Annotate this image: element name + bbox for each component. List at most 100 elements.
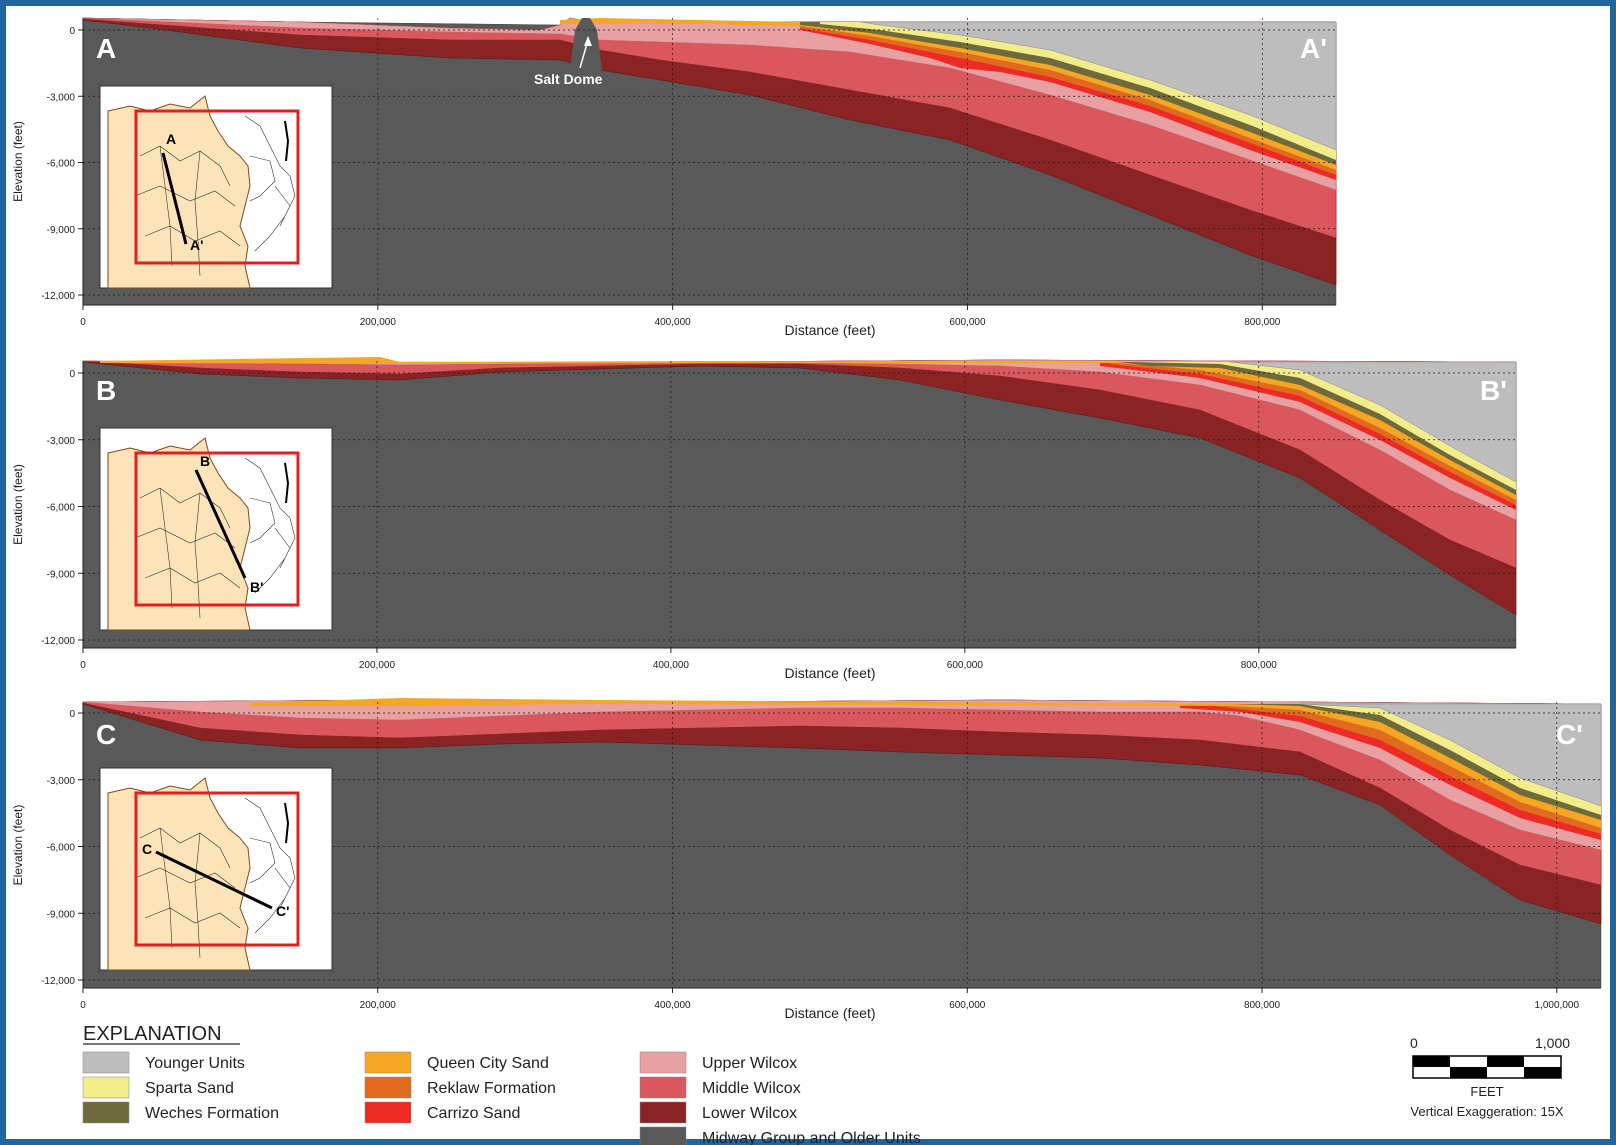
section-a-end-label: A' <box>1300 33 1327 64</box>
y-tick-label: -9,000 <box>47 225 76 236</box>
section-b-location-inset: B B' <box>99 427 333 631</box>
section-panel-c: 0 -3,000 -6,000 -9,000 -12,000 0 200,000 400,00… <box>11 698 1602 1021</box>
inset-county-lines <box>244 115 296 252</box>
legend-swatch <box>639 1126 687 1145</box>
x-tick-label: 1,000,000 <box>1535 1000 1580 1011</box>
inset-label-a-start: A <box>166 131 176 147</box>
section-b-end-label: B' <box>1480 375 1507 406</box>
inset-study-area-box <box>134 109 300 265</box>
x-tick-label: 800,000 <box>1244 1000 1281 1011</box>
layer-younger-b <box>1229 361 1517 483</box>
inset-study-area-box <box>134 791 300 947</box>
inset-label-a-end: A' <box>190 237 203 253</box>
y-tick-label: -6,000 <box>47 159 76 170</box>
scale-bar: 0 1,000 FEET Vertical Exaggeration: 15X <box>1410 1035 1570 1119</box>
section-c-layers <box>82 698 1602 989</box>
legend-label: Weches Formation <box>145 1105 279 1122</box>
inset-state-area <box>107 95 251 289</box>
x-tick-label: 0 <box>80 660 86 671</box>
legend-label: Upper Wilcox <box>702 1055 797 1072</box>
legend-swatch <box>82 1076 130 1099</box>
legend-label: Middle Wilcox <box>702 1080 801 1097</box>
inset-river-line <box>284 802 290 844</box>
x-tick-label: 600,000 <box>949 317 986 328</box>
inset-river-line <box>284 120 290 162</box>
section-c-end-label: C' <box>1556 719 1583 750</box>
section-a-location-inset: A A' <box>99 85 333 289</box>
inset-study-area-box <box>134 451 300 607</box>
legend-swatch <box>82 1101 130 1124</box>
legend-swatch <box>639 1076 687 1099</box>
inset-county-grid <box>134 145 241 277</box>
legend-swatch <box>364 1051 412 1074</box>
legend-swatch <box>639 1051 687 1074</box>
x-axis-title: Distance (feet) <box>784 1005 875 1021</box>
x-tick-label: 400,000 <box>653 660 690 671</box>
salt-dome-arrow-head <box>584 36 592 46</box>
y-tick-label: -12,000 <box>41 636 75 647</box>
legend-swatch <box>364 1101 412 1124</box>
y-tick-label: -12,000 <box>41 291 75 302</box>
inset-label-b-start: B <box>200 453 210 469</box>
section-b-layers <box>82 357 1517 649</box>
scale-bar-segment <box>1487 1056 1524 1067</box>
section-c-gridlines <box>83 702 1601 988</box>
inset-section-line-a <box>161 152 188 245</box>
x-tick-label: 800,000 <box>1244 317 1281 328</box>
x-tick-label: 600,000 <box>947 660 984 671</box>
x-tick-label: 400,000 <box>654 1000 691 1011</box>
scale-bar-right-label: 1,000 <box>1535 1035 1570 1051</box>
layer-younger-a <box>859 21 1337 151</box>
legend-label: Queen City Sand <box>427 1055 549 1072</box>
section-panel-a: 0 -3,000 -6,000 -9,000 -12,000 0 200,000 400,00… <box>11 17 1337 338</box>
inset-county-lines <box>244 797 296 934</box>
inset-label-c-start: C <box>142 841 152 857</box>
legend-swatch <box>364 1076 412 1099</box>
scale-bar-unit: FEET <box>1470 1084 1503 1099</box>
section-a-layers <box>82 17 1337 306</box>
section-a-axes: 0 -3,000 -6,000 -9,000 -12,000 0 200,000 400,00… <box>11 18 1336 338</box>
legend-items: Younger Units Sparta Sand Weches Formation… <box>82 1051 921 1145</box>
x-tick-label: 800,000 <box>1241 660 1278 671</box>
y-tick-label: -12,000 <box>41 976 75 987</box>
y-tick-label: -6,000 <box>47 503 76 514</box>
legend-label: Lower Wilcox <box>702 1105 797 1122</box>
y-tick-label: 0 <box>69 709 75 720</box>
y-tick-label: -9,000 <box>47 569 76 580</box>
y-tick-label: -3,000 <box>47 776 76 787</box>
legend-label: Younger Units <box>145 1055 245 1072</box>
section-a-start-label: A <box>96 33 116 64</box>
y-tick-label: 0 <box>69 26 75 37</box>
y-tick-label: 0 <box>69 369 75 380</box>
inset-county-lines <box>244 457 296 594</box>
vertical-exaggeration-note: Vertical Exaggeration: 15X <box>1410 1104 1564 1119</box>
explanation-legend: EXPLANATION Younger Units Sparta Sand Wech… <box>82 1023 921 1145</box>
inset-section-line-c <box>155 850 273 910</box>
x-tick-label: 200,000 <box>359 660 396 671</box>
section-b-gridlines <box>83 361 1516 648</box>
y-tick-label: -9,000 <box>47 909 76 920</box>
section-c-start-label: C <box>96 719 116 750</box>
scale-bar-left-label: 0 <box>1410 1035 1418 1051</box>
section-b-start-label: B <box>96 375 116 406</box>
y-axis-title: Elevation (feet) <box>11 805 25 886</box>
inset-label-c-end: C' <box>276 903 289 919</box>
inset-section-line-b <box>194 469 247 579</box>
inset-label-b-end: B' <box>250 579 263 595</box>
inset-county-grid <box>134 487 241 619</box>
inset-county-grid <box>134 827 241 959</box>
x-tick-label: 200,000 <box>360 1000 397 1011</box>
y-tick-label: -3,000 <box>47 92 76 103</box>
y-tick-label: -6,000 <box>47 843 76 854</box>
section-a-gridlines <box>83 18 1336 305</box>
legend-swatch <box>639 1101 687 1124</box>
layer-younger-c <box>1299 703 1602 807</box>
section-c-location-inset: C C' <box>99 767 333 971</box>
legend-label: Carrizo Sand <box>427 1105 520 1122</box>
salt-dome-annotation: Salt Dome <box>534 71 603 87</box>
scale-bar-segment <box>1450 1067 1487 1078</box>
y-axis-title: Elevation (feet) <box>11 121 25 202</box>
x-tick-label: 200,000 <box>360 317 397 328</box>
legend-label: Sparta Sand <box>145 1080 234 1097</box>
